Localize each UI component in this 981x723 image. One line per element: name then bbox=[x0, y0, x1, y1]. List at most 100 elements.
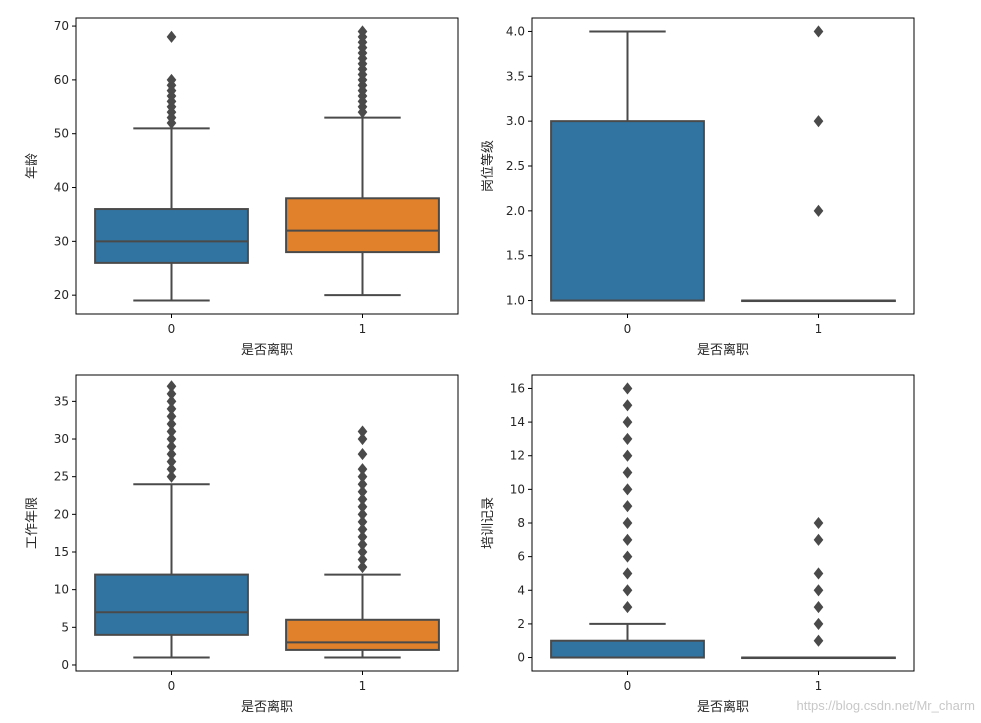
job-level-box-0 bbox=[550, 120, 705, 302]
training-records-outlier-0 bbox=[622, 516, 633, 530]
training-records-outlier-0 bbox=[622, 382, 633, 395]
job-level-ytick-label: 1.5 bbox=[506, 249, 525, 263]
age-outlier-0 bbox=[166, 30, 177, 43]
age-axes-frame bbox=[75, 17, 459, 315]
work-years-outlier-1 bbox=[357, 500, 368, 513]
training-records-outlier-1 bbox=[813, 601, 824, 614]
training-records-outlier-1 bbox=[813, 567, 824, 580]
age-xtick-label: 1 bbox=[359, 322, 367, 336]
training-records-xtick-label: 1 bbox=[815, 679, 823, 693]
work-years-outlier-0 bbox=[166, 470, 177, 483]
age-x-axis-label: 是否离职 bbox=[241, 342, 293, 358]
work-years-ytick-label: 5 bbox=[61, 620, 69, 634]
watermark-text: https://blog.csdn.net/Mr_charm bbox=[797, 698, 975, 713]
work-years-xtick-label: 0 bbox=[168, 679, 176, 693]
work-years-outlier-1 bbox=[357, 553, 368, 566]
age-ytick-label: 70 bbox=[54, 19, 69, 33]
training-records-ytick-label: 10 bbox=[510, 482, 525, 496]
work-years-outlier-1 bbox=[357, 523, 368, 536]
work-years-outlier-1 bbox=[357, 515, 368, 528]
job-level-axes-frame bbox=[531, 17, 915, 315]
work-years-outlier-1 bbox=[357, 478, 368, 491]
subplot-job-level: 1.0 1.5 2.0 2.5 3.0 3.5 4.0 0 1 是否离职 岗位等级 bbox=[480, 17, 915, 358]
work-years-ytick-label: 35 bbox=[54, 394, 69, 408]
work-years-outlier-1 bbox=[357, 493, 368, 506]
training-records-outlier-0 bbox=[622, 567, 633, 580]
work-years-outlier-0 bbox=[166, 410, 177, 423]
training-records-outlier-1 bbox=[813, 617, 824, 630]
age-box-1 bbox=[285, 197, 440, 254]
training-records-outlier-0 bbox=[622, 432, 633, 445]
work-years-box-1 bbox=[285, 618, 440, 651]
work-years-outlier-1 bbox=[357, 425, 368, 438]
work-years-ytick-label: 10 bbox=[54, 583, 69, 597]
work-years-outlier-0 bbox=[166, 463, 177, 476]
age-ytick-label: 60 bbox=[54, 73, 69, 87]
work-years-outlier-0 bbox=[166, 455, 177, 468]
training-records-y-axis-label: 培训记录 bbox=[480, 497, 496, 549]
training-records-outlier-1 bbox=[813, 634, 824, 647]
work-years-outlier-0 bbox=[166, 432, 177, 446]
work-years-ytick-label: 0 bbox=[61, 658, 69, 672]
work-years-outlier-1 bbox=[357, 448, 368, 461]
work-years-outlier-1 bbox=[357, 432, 368, 446]
age-y-axis-label: 年龄 bbox=[25, 153, 40, 179]
training-records-x-axis-label: 是否离职 bbox=[697, 699, 749, 715]
training-records-outlier-0 bbox=[622, 449, 633, 462]
work-years-xtick-label: 1 bbox=[359, 679, 367, 693]
work-years-outlier-1 bbox=[357, 530, 368, 543]
job-level-outlier-1 bbox=[813, 25, 824, 38]
training-records-outlier-1 bbox=[813, 533, 824, 546]
subplot-age: 20 30 40 50 60 70 0 1 是否离职 年龄 bbox=[25, 17, 459, 358]
job-level-xtick-label: 1 bbox=[815, 322, 823, 336]
job-level-y-axis-label: 岗位等级 bbox=[480, 140, 496, 192]
training-records-outlier-0 bbox=[622, 584, 633, 597]
training-records-outlier-0 bbox=[622, 399, 633, 412]
training-records-ytick-label: 12 bbox=[510, 449, 525, 463]
job-level-xtick-label: 0 bbox=[624, 322, 632, 336]
work-years-box-0 bbox=[94, 573, 249, 636]
training-records-ytick-label: 14 bbox=[510, 415, 525, 429]
work-years-ytick-label: 20 bbox=[54, 507, 69, 521]
job-level-ytick-label: 3.0 bbox=[506, 114, 525, 128]
age-box-0 bbox=[94, 208, 249, 264]
work-years-outlier-0 bbox=[166, 402, 177, 415]
age-xtick-label: 0 bbox=[168, 322, 176, 336]
work-years-outlier-1 bbox=[357, 508, 368, 521]
job-level-ytick-label: 1.0 bbox=[506, 294, 525, 308]
training-records-outlier-0 bbox=[622, 601, 633, 614]
training-records-outlier-0 bbox=[622, 500, 633, 513]
training-records-outlier-0 bbox=[622, 483, 633, 496]
age-ytick-label: 20 bbox=[54, 288, 69, 302]
training-records-box-0 bbox=[550, 639, 705, 659]
training-records-ytick-label: 8 bbox=[517, 516, 525, 530]
training-records-outlier-0 bbox=[622, 550, 633, 563]
age-ytick-label: 30 bbox=[54, 234, 69, 248]
training-records-axes-frame bbox=[531, 374, 915, 672]
job-level-outlier-1 bbox=[813, 115, 824, 128]
work-years-axes-frame bbox=[75, 374, 459, 672]
work-years-outlier-1 bbox=[357, 561, 368, 574]
work-years-outlier-0 bbox=[166, 425, 177, 438]
training-records-outlier-1 bbox=[813, 516, 824, 530]
work-years-ytick-label: 30 bbox=[54, 432, 69, 446]
job-level-ytick-label: 2.0 bbox=[506, 204, 525, 218]
work-years-outlier-1 bbox=[357, 545, 368, 559]
work-years-outlier-0 bbox=[166, 380, 177, 393]
work-years-y-axis-label: 工作年限 bbox=[25, 497, 40, 549]
job-level-ytick-label: 4.0 bbox=[506, 24, 525, 38]
training-records-outlier-0 bbox=[622, 416, 633, 429]
work-years-ytick-label: 25 bbox=[54, 470, 69, 484]
work-years-ytick-label: 15 bbox=[54, 545, 69, 559]
work-years-outlier-0 bbox=[166, 387, 177, 400]
subplot-work-years: 0 5 10 15 20 25 30 35 0 1 是否离职 工作年限 bbox=[25, 374, 459, 715]
age-ytick-label: 50 bbox=[54, 127, 69, 141]
job-level-ytick-label: 3.5 bbox=[506, 69, 525, 83]
training-records-ytick-label: 2 bbox=[517, 617, 525, 631]
work-years-x-axis-label: 是否离职 bbox=[241, 699, 293, 715]
training-records-outlier-0 bbox=[622, 533, 633, 546]
work-years-outlier-1 bbox=[357, 538, 368, 551]
age-outlier-1 bbox=[357, 25, 368, 38]
training-records-outlier-0 bbox=[622, 466, 633, 479]
work-years-outlier-0 bbox=[166, 440, 177, 453]
